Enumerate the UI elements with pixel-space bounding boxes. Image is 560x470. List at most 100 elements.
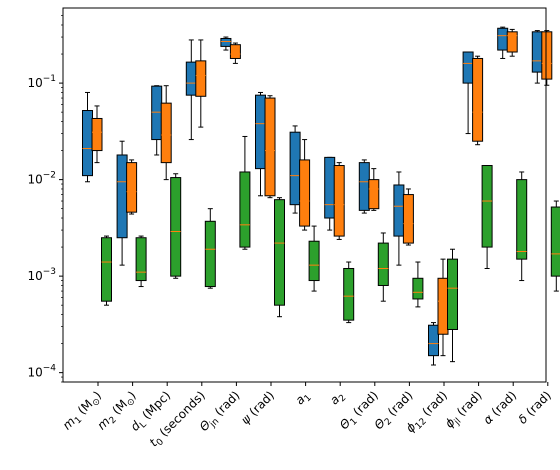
box-1-13 (541, 30, 553, 86)
box-body (550, 206, 560, 277)
box-body (170, 177, 182, 277)
box-1-12 (506, 28, 518, 57)
box-1-7 (333, 162, 345, 240)
box-2-13 (550, 200, 560, 292)
y-tick-exponent: −2 (43, 171, 56, 181)
x-label-sub: L (138, 420, 149, 431)
box-body (185, 61, 197, 96)
y-axis: 10−410−310−210−1 (27, 15, 63, 383)
box-2-6 (308, 225, 320, 292)
box-2-0 (101, 235, 112, 306)
box-1-9 (402, 188, 414, 246)
box-body (229, 44, 241, 59)
box-body (377, 242, 389, 286)
box-body (343, 267, 355, 321)
x-label-sub: 1 (73, 415, 84, 426)
box-body (531, 31, 543, 73)
x-label-sub: jl (452, 417, 463, 428)
box-body (299, 159, 311, 227)
box-body (437, 277, 449, 335)
box-0-4 (220, 36, 232, 51)
plot-content (82, 26, 560, 366)
box-1-2 (160, 85, 172, 181)
y-tick-label: 10−3 (27, 267, 56, 283)
box-body (333, 165, 345, 237)
box-body (82, 110, 93, 177)
box-body (358, 162, 370, 211)
box-body (264, 97, 276, 197)
x-label-sub: 1 (349, 417, 360, 428)
box-0-8 (358, 159, 370, 214)
x-label-sub: 0 (155, 437, 166, 448)
box-body (506, 31, 518, 53)
box-2-7 (343, 261, 355, 324)
x-label-sub: 1 (303, 393, 314, 404)
y-tick-base: 10 (27, 173, 42, 187)
box-body (402, 194, 414, 244)
box-1-6 (299, 139, 311, 231)
box-2-9 (412, 261, 424, 308)
box-body (289, 131, 301, 206)
box-body (481, 165, 493, 248)
box-body (126, 162, 138, 213)
box-2-1 (135, 235, 147, 288)
x-label-sub: 2 (337, 393, 348, 404)
box-1-8 (368, 168, 380, 211)
box-body (462, 51, 474, 84)
box-0-10 (428, 322, 439, 366)
box-0-3 (185, 39, 197, 141)
box-body (239, 171, 251, 248)
y-tick-exponent: −1 (43, 74, 56, 84)
y-tick-exponent: −3 (43, 267, 56, 277)
box-body (220, 37, 232, 47)
box-2-12 (516, 171, 528, 282)
box-body (255, 94, 266, 170)
y-tick-base: 10 (27, 269, 42, 283)
box-0-13 (531, 30, 543, 84)
box-2-5 (274, 197, 285, 318)
x-label-sub: 2 (108, 415, 119, 426)
box-body (195, 60, 207, 97)
box-body (324, 156, 336, 219)
y-tick-label: 10−4 (27, 364, 56, 380)
box-1-11 (472, 55, 484, 146)
box-body (447, 258, 458, 330)
box-body (160, 102, 172, 164)
box-1-1 (126, 159, 138, 215)
box-body (308, 240, 320, 282)
y-tick-base: 10 (27, 76, 42, 90)
box-0-6 (289, 125, 301, 214)
box-2-2 (170, 173, 182, 279)
box-2-11 (481, 165, 493, 269)
y-tick-label: 10−2 (27, 171, 56, 187)
box-body (204, 220, 216, 288)
box-1-5 (264, 95, 276, 199)
box-1-0 (91, 105, 103, 164)
box-body (541, 31, 553, 80)
box-body (135, 237, 147, 282)
box-1-3 (195, 39, 207, 128)
box-body (368, 179, 380, 210)
box-1-4 (229, 42, 241, 64)
box-body (472, 57, 484, 142)
box-body (497, 27, 509, 51)
box-2-10 (447, 248, 458, 363)
box-2-4 (239, 135, 251, 250)
y-tick-base: 10 (27, 366, 42, 380)
box-body (393, 184, 405, 237)
y-tick-exponent: −4 (43, 364, 57, 374)
box-body (516, 179, 528, 260)
box-body (428, 324, 439, 357)
box-body (151, 85, 163, 141)
box-body (412, 277, 424, 300)
y-tick-label: 10−1 (27, 74, 56, 90)
box-2-8 (377, 232, 389, 302)
x-label-sub: 2 (383, 417, 394, 428)
plot-frame (62, 7, 547, 383)
box-body (274, 199, 285, 306)
box-body (101, 237, 112, 302)
box-2-3 (204, 208, 216, 289)
box-body (91, 117, 103, 152)
box-body (116, 154, 128, 239)
